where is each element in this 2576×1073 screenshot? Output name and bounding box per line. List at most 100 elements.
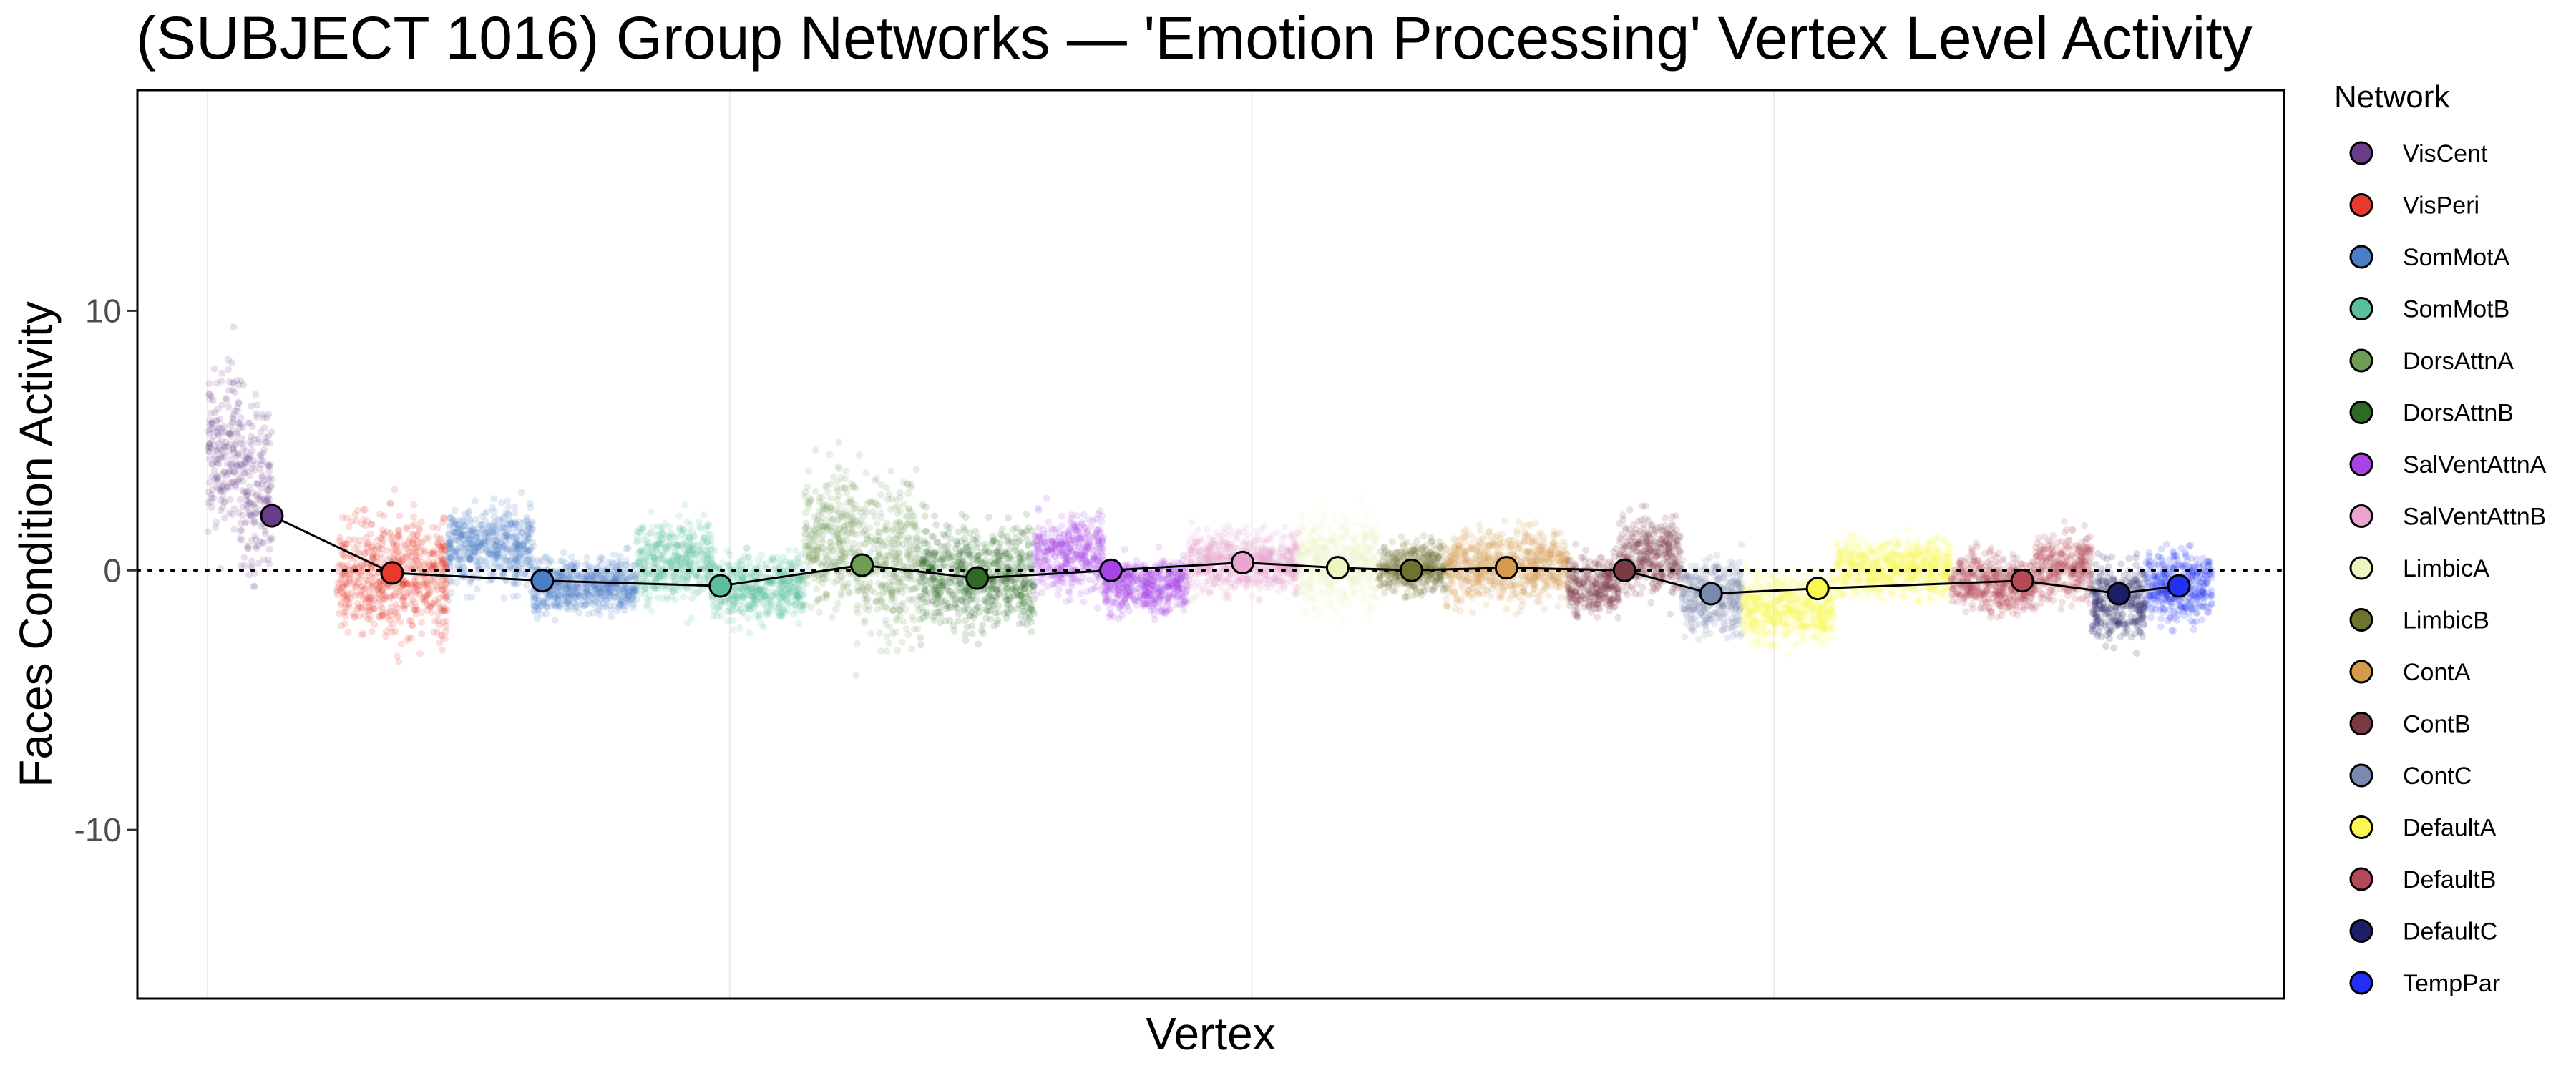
- vertex-point: [349, 610, 357, 618]
- vertex-point: [220, 468, 228, 476]
- vertex-point: [245, 508, 253, 516]
- vertex-point: [218, 378, 225, 385]
- vertex-point: [873, 606, 881, 614]
- vertex-point: [205, 479, 213, 486]
- vertex-point: [259, 411, 267, 418]
- vertex-point: [418, 630, 426, 638]
- vertex-point: [264, 556, 272, 564]
- vertex-point: [235, 424, 243, 432]
- vertex-point: [403, 523, 411, 531]
- vertex-point: [853, 517, 861, 525]
- vertex-point: [813, 598, 821, 606]
- vertex-point: [664, 534, 672, 542]
- vertex-point: [911, 523, 919, 531]
- vertex-point: [683, 619, 691, 627]
- vertex-point: [636, 590, 643, 598]
- vertex-point: [610, 551, 618, 559]
- vertex-point: [259, 539, 267, 547]
- vertex-point: [261, 527, 269, 535]
- vertex-point: [654, 562, 662, 569]
- vertex-point: [237, 562, 245, 569]
- vertex-point: [253, 491, 260, 499]
- vertex-point: [256, 466, 264, 473]
- vertex-point: [395, 658, 403, 666]
- vertex-point: [215, 431, 223, 439]
- vertex-point: [238, 536, 245, 544]
- vertex-point: [334, 580, 342, 588]
- vertex-point: [358, 582, 366, 590]
- vertex-point: [229, 386, 237, 394]
- vertex-point: [478, 512, 486, 520]
- vertex-point: [219, 450, 227, 458]
- vertex-point: [426, 603, 434, 611]
- vertex-point: [366, 616, 374, 624]
- vertex-point: [218, 454, 225, 461]
- vertex-point: [1005, 595, 1013, 603]
- vertex-point: [837, 592, 845, 599]
- vertex-point: [995, 602, 1002, 609]
- vertex-point: [514, 592, 522, 600]
- vertex-point: [557, 571, 565, 579]
- vertex-point: [227, 430, 234, 438]
- vertex-point: [629, 604, 637, 612]
- vertex-point: [386, 499, 394, 507]
- vertex-point: [265, 474, 273, 481]
- vertex-point: [401, 601, 409, 609]
- vertex-point: [258, 480, 266, 488]
- vertex-point: [428, 549, 436, 557]
- vertex-point: [932, 521, 940, 529]
- vertex-point: [703, 538, 711, 546]
- vertex-point: [238, 461, 245, 469]
- vertex-point: [411, 521, 419, 529]
- vertex-point: [256, 496, 264, 504]
- vertex-point: [475, 538, 483, 545]
- vertex-point: [243, 491, 250, 499]
- vertex-point: [924, 559, 932, 567]
- vertex-point: [743, 544, 751, 552]
- vertex-point: [224, 443, 232, 450]
- vertex-point: [884, 495, 892, 503]
- vertex-point: [921, 587, 928, 594]
- vertex-point: [871, 512, 879, 520]
- vertex-point: [260, 414, 268, 421]
- vertex-points-VisCent-0: [204, 323, 243, 572]
- vertex-point: [379, 612, 386, 619]
- vertex-point: [590, 609, 597, 617]
- vertex-point: [245, 511, 253, 519]
- vertex-point: [670, 533, 678, 541]
- vertex-point: [1012, 577, 1020, 584]
- vertex-point: [265, 495, 273, 503]
- vertex-point: [405, 588, 413, 596]
- vertex-point: [336, 536, 343, 544]
- vertex-point: [225, 448, 233, 456]
- vertex-point: [218, 401, 226, 409]
- vertex-point: [218, 436, 225, 444]
- vertex-point: [921, 598, 929, 606]
- vertex-point: [210, 432, 218, 440]
- vertex-point: [738, 557, 746, 564]
- vertex-point: [259, 471, 267, 479]
- vertex-point: [744, 602, 752, 610]
- vertex-point: [237, 474, 245, 481]
- vertex-point: [213, 447, 221, 455]
- vertex-point: [250, 518, 258, 526]
- vertex-point: [680, 593, 688, 601]
- vertex-point: [710, 612, 718, 620]
- vertex-point: [248, 563, 256, 571]
- vertex-point: [215, 455, 223, 463]
- vertex-point: [243, 497, 250, 505]
- vertex-point: [996, 539, 1004, 547]
- vertex-point: [769, 593, 776, 601]
- vertex-point: [215, 460, 223, 468]
- vertex-point: [379, 526, 386, 534]
- vertex-point: [204, 499, 212, 506]
- vertex-point: [376, 534, 384, 542]
- vertex-point: [213, 379, 221, 387]
- vertex-point: [395, 531, 403, 539]
- vertex-point: [386, 594, 394, 602]
- vertex-point: [633, 538, 640, 545]
- vertex-point: [438, 604, 446, 612]
- vertex-point: [863, 508, 871, 516]
- vertex-point: [1064, 548, 1072, 556]
- vertex-point: [922, 527, 930, 535]
